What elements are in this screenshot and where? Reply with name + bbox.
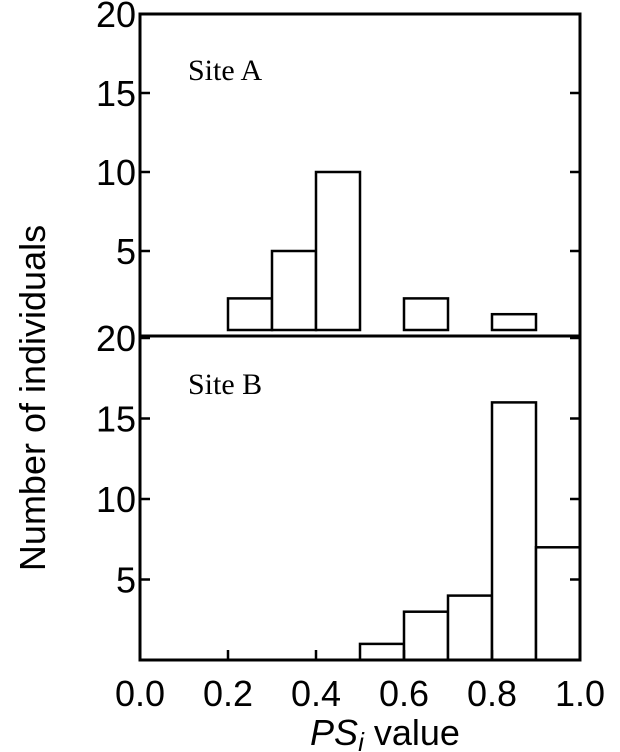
y-axis-title: Number of individuals (12, 225, 53, 571)
y-tick-label-site-b-0: 5 (116, 560, 136, 601)
y-tick-label-site-a-3: 20 (96, 0, 136, 35)
x-tick-label-1: 0.2 (203, 673, 253, 714)
y-ticks-site-b: 5 10 15 20 (96, 318, 580, 601)
x-axis-title-sub: i (358, 727, 365, 752)
panel-label-site-b: Site B (188, 368, 262, 401)
x-tick-label-3: 0.6 (379, 673, 429, 714)
panel-site-a: 5 10 15 20 Site A (96, 0, 582, 338)
plot-frame-site-b (138, 334, 582, 662)
bar-site-a-6 (402, 297, 450, 332)
x-tick-label-0: 0.0 (115, 673, 165, 714)
x-ticks: 0.0 0.2 0.4 0.6 0.8 1.0 (115, 650, 605, 714)
y-tick-label-site-a-1: 10 (96, 152, 136, 193)
bar-site-b-5 (358, 642, 406, 662)
bar-site-b-6 (402, 610, 450, 662)
x-tick-label-2: 0.4 (291, 673, 341, 714)
bar-site-a-3 (270, 249, 318, 332)
y-tick-label-site-a-2: 15 (96, 73, 136, 114)
y-tick-label-site-b-3: 20 (96, 318, 136, 359)
y-tick-label-site-b-1: 10 (96, 479, 136, 520)
bars-site-b (358, 401, 582, 662)
x-tick-label-4: 0.8 (467, 673, 517, 714)
x-axis-title-rest: value (364, 712, 460, 752)
x-axis-title-main: PS (310, 712, 358, 752)
y-ticks-site-a: 5 10 15 20 (96, 0, 580, 272)
panel-label-site-a: Site A (188, 54, 263, 87)
panel-site-b: 5 10 15 20 Site B (96, 318, 582, 662)
bar-site-a-2 (226, 297, 274, 332)
bar-site-a-4 (314, 170, 362, 332)
bar-site-b-8 (490, 401, 538, 662)
bar-site-a-8 (490, 312, 538, 332)
bars-site-a (226, 170, 538, 332)
x-axis-title: PSi value (310, 712, 460, 752)
bar-site-b-7 (446, 594, 494, 662)
y-tick-label-site-a-0: 5 (116, 231, 136, 272)
bar-site-b-9 (534, 546, 582, 662)
x-tick-label-5: 1.0 (555, 673, 605, 714)
y-tick-label-site-b-2: 15 (96, 399, 136, 440)
